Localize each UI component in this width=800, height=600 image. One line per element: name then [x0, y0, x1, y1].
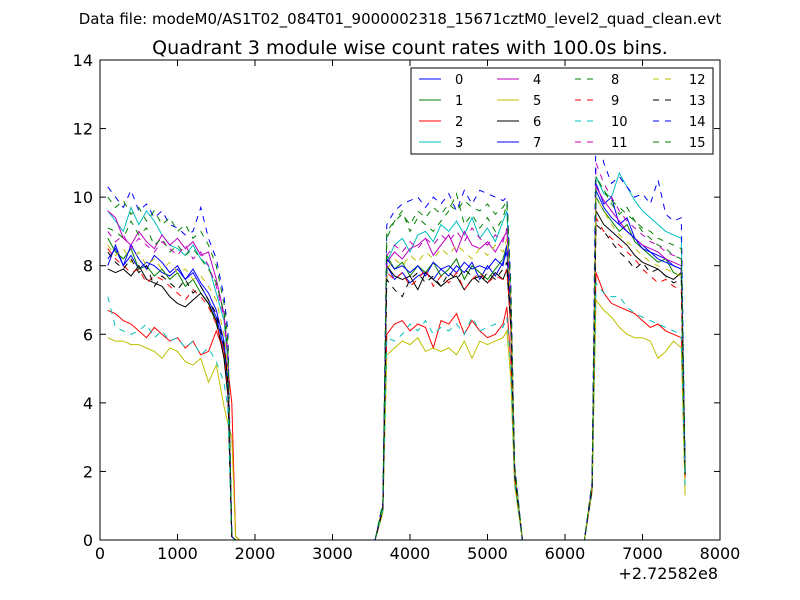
series-line-10 [107, 281, 686, 541]
x-offset-label: +2.72582e8 [618, 564, 718, 583]
y-tick-label: 12 [73, 120, 93, 139]
x-tick-label: 3000 [312, 544, 353, 563]
series-line-7 [107, 190, 686, 541]
x-axis: 0 1000 2000 3000 4000 5000 6000 7000 8000 [95, 60, 740, 563]
series-line-15 [107, 174, 686, 541]
series-line-6 [107, 209, 686, 541]
chart-suptitle: Data file: modeM0/AS1T02_084T01_90000023… [79, 10, 722, 29]
legend-label-13: 13 [689, 94, 706, 109]
legend-label-4: 4 [533, 73, 541, 88]
plot-lines [107, 124, 686, 541]
series-line-4 [107, 185, 686, 541]
series-line-2 [107, 272, 686, 541]
chart-title: Quadrant 3 module wise count rates with … [152, 37, 668, 59]
legend-label-11: 11 [611, 136, 628, 151]
legend-label-0: 0 [455, 73, 463, 88]
legend-label-10: 10 [611, 115, 628, 130]
x-tick-label: 2000 [235, 544, 276, 563]
legend-label-8: 8 [611, 73, 619, 88]
y-tick-label: 8 [83, 257, 93, 276]
series-line-8 [107, 174, 686, 541]
y-tick-label: 0 [83, 531, 93, 550]
legend-label-3: 3 [455, 136, 463, 151]
x-tick-label: 7000 [622, 544, 663, 563]
legend-label-1: 1 [455, 94, 463, 109]
legend-label-2: 2 [455, 115, 463, 130]
x-tick-label: 5000 [467, 544, 508, 563]
legend-box [410, 67, 714, 155]
x-tick-label: 4000 [390, 544, 431, 563]
series-line-14 [107, 124, 686, 541]
legend-label-7: 7 [533, 136, 541, 151]
legend-label-6: 6 [533, 115, 541, 130]
series-line-11 [107, 162, 686, 541]
series-line-13 [107, 223, 686, 541]
series-line-5 [107, 298, 686, 541]
legend-label-5: 5 [533, 94, 541, 109]
legend-label-15: 15 [689, 136, 706, 151]
y-tick-label: 14 [73, 51, 93, 70]
y-tick-label: 10 [73, 188, 93, 207]
legend-label-9: 9 [611, 94, 619, 109]
series-line-9 [107, 215, 686, 541]
y-tick-label: 6 [83, 325, 93, 344]
x-tick-label: 8000 [700, 544, 741, 563]
legend-label-12: 12 [689, 73, 706, 88]
legend-label-14: 14 [689, 115, 706, 130]
y-tick-label: 2 [83, 462, 93, 481]
y-tick-label: 4 [83, 394, 93, 413]
x-tick-label: 0 [95, 544, 105, 563]
x-tick-label: 1000 [157, 544, 198, 563]
series-line-3 [107, 171, 686, 541]
x-tick-label: 6000 [545, 544, 586, 563]
